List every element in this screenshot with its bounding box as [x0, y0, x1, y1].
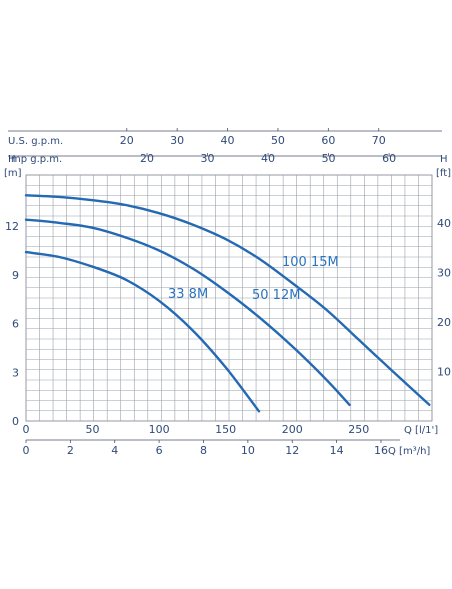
series-label-33-8m: 33 8M — [168, 287, 208, 302]
secondary-axis-tick-label: 16 — [374, 444, 388, 457]
right-axis-tick-label: 10 — [437, 366, 451, 379]
secondary-axis-tick-label: 2 — [67, 444, 74, 457]
left-axis-tick-label: 0 — [12, 415, 19, 428]
top-scale-tick-label: 20 — [120, 134, 134, 147]
top-scale-tick-label: 60 — [382, 152, 396, 165]
bottom-axis-tick-label: 250 — [348, 423, 369, 436]
bottom-axis-label: Q [l/1'] — [404, 425, 438, 436]
bottom-axis-tick-label: 150 — [215, 423, 236, 436]
left-axis-tick-label: 6 — [12, 318, 19, 331]
bottom-axis-tick-label: 0 — [23, 423, 30, 436]
top-scale-tick-label: 50 — [271, 134, 285, 147]
right-axis-symbol: H — [440, 154, 448, 165]
curve-33-8m — [24, 250, 261, 413]
top-scale-tick-label: 20 — [140, 152, 154, 165]
left-axis-tick-label: 3 — [12, 366, 19, 379]
secondary-axis-tick-label: 8 — [200, 444, 207, 457]
top-scale-label: Imp g.p.m. — [8, 154, 62, 165]
series-label-100-15m: 100 15M — [282, 255, 339, 270]
right-axis-tick-label: 20 — [437, 316, 451, 329]
top-scale-tick-label: 30 — [170, 134, 184, 147]
bottom-axis-tick-label: 200 — [282, 423, 303, 436]
secondary-axis-tick-label: 12 — [285, 444, 299, 457]
top-scale-tick-label: 70 — [372, 134, 386, 147]
left-axis-symbol: H — [8, 154, 16, 165]
bottom-axis-tick-label: 100 — [149, 423, 170, 436]
top-scale-label: U.S. g.p.m. — [8, 136, 63, 147]
series-label-50-12m: 50 12M — [252, 288, 300, 303]
secondary-axis-tick-label: 4 — [111, 444, 118, 457]
secondary-axis-label: Q [m³/h] — [388, 446, 430, 457]
right-axis-tick-label: 40 — [437, 217, 451, 230]
secondary-axis-tick-label: 10 — [241, 444, 255, 457]
curve-50-12m — [24, 218, 351, 406]
top-scale-tick-label: 40 — [261, 152, 275, 165]
top-scale-tick-label: 60 — [321, 134, 335, 147]
grid — [26, 175, 432, 421]
right-axis-tick-label: 30 — [437, 267, 451, 280]
top-scale-tick-label: 40 — [221, 134, 235, 147]
bottom-axis-tick-label: 50 — [86, 423, 100, 436]
right-axis-unit: [ft] — [436, 168, 451, 179]
left-axis-unit: [m] — [4, 168, 22, 179]
series-lines: 100 15M 50 12M 33 8M — [24, 194, 431, 413]
top-scale-tick-label: 50 — [322, 152, 336, 165]
top-scale-tick-label: 30 — [201, 152, 215, 165]
left-axis-tick-label: 9 — [12, 269, 19, 282]
secondary-axis-tick-label: 14 — [330, 444, 344, 457]
left-axis-tick-label: 12 — [5, 220, 19, 233]
curve-100-15m — [24, 194, 431, 406]
secondary-axis-tick-label: 0 — [23, 444, 30, 457]
secondary-axis-tick-label: 6 — [156, 444, 163, 457]
